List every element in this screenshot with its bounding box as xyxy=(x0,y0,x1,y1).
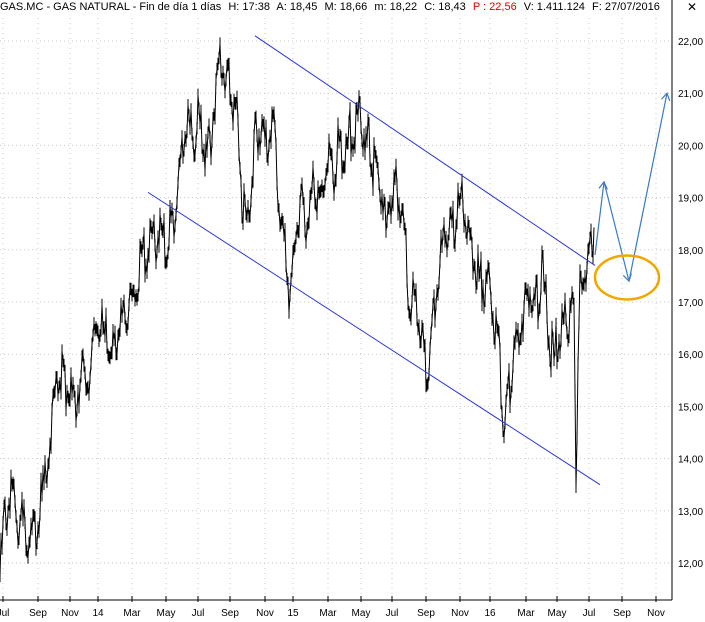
y-tick-label: 22,00 xyxy=(678,37,703,48)
price-series xyxy=(0,37,595,583)
annotations xyxy=(147,35,671,486)
projection-arrow-3 xyxy=(661,92,671,102)
x-tick-label: Sep xyxy=(29,608,47,619)
header-volume: V: 1.411.124 xyxy=(523,1,585,13)
header-low: m: 18,22 xyxy=(374,1,418,13)
header-open: A: 18,45 xyxy=(276,1,318,13)
y-tick-label: 15,00 xyxy=(678,402,703,413)
price-line xyxy=(0,37,595,583)
projection-arrow-1 xyxy=(598,180,608,190)
y-tick-label: 13,00 xyxy=(678,507,703,518)
y-axis: 12,00 13,00 14,00 15,00 16,00 17,00 18,00 19,00… xyxy=(671,0,703,600)
y-tick-label: 19,00 xyxy=(678,194,703,205)
projection-line xyxy=(594,93,668,282)
header-time: H: 17:38 xyxy=(228,1,270,13)
x-tick-label: Mar xyxy=(319,608,337,619)
header-high: M: 18,66 xyxy=(324,1,368,13)
close-icon[interactable]: ✕ xyxy=(686,0,697,14)
x-tick-label: Nov xyxy=(61,608,79,619)
x-tick-label: Jul xyxy=(583,608,596,619)
lower-channel-line xyxy=(147,191,601,486)
x-tick-label: Jul xyxy=(0,608,9,619)
x-tick-label: Mar xyxy=(123,608,141,619)
x-tick-label: Jul xyxy=(192,608,205,619)
chart-header: GAS.MC - GAS NATURAL - Fin de día 1 días… xyxy=(0,0,705,16)
header-close: C: 18,43 xyxy=(424,1,466,13)
y-tick-label: 12,00 xyxy=(678,559,703,570)
target-zone-ellipse xyxy=(593,254,661,301)
y-tick-label: 14,00 xyxy=(678,455,703,466)
y-tick-label: 16,00 xyxy=(678,350,703,361)
x-tick-label: Sep xyxy=(613,608,631,619)
x-tick-label: Nov xyxy=(647,608,665,619)
x-tick-label: Sep xyxy=(417,608,435,619)
x-tick-label: 16 xyxy=(484,608,496,619)
upper-channel-line xyxy=(254,35,596,266)
x-tick-label: 15 xyxy=(287,608,299,619)
x-tick-label: May xyxy=(157,608,176,619)
header-p: P : 22,56 xyxy=(472,1,517,13)
x-tick-label: Nov xyxy=(256,608,274,619)
y-tick-label: 17,00 xyxy=(678,298,703,309)
header-symbol: GAS.MC - GAS NATURAL - Fin de día 1 días xyxy=(0,1,222,13)
x-axis: Jul Sep Nov 14 Mar May Jul Sep Nov 15 Mar May Jul Sep… xyxy=(0,596,672,619)
x-tick-label: Mar xyxy=(517,608,535,619)
y-tick-label: 21,00 xyxy=(678,89,703,100)
header-date: F: 27/07/2016 xyxy=(592,1,660,13)
x-tick-label: Nov xyxy=(451,608,469,619)
x-tick-label: 14 xyxy=(92,608,104,619)
x-tick-label: May xyxy=(548,608,567,619)
y-tick-label: 18,00 xyxy=(678,246,703,257)
x-tick-label: Jul xyxy=(386,608,399,619)
x-tick-label: Sep xyxy=(221,608,239,619)
x-tick-label: May xyxy=(352,608,371,619)
y-tick-label: 20,00 xyxy=(678,141,703,152)
projection-arrow-2 xyxy=(622,273,632,283)
